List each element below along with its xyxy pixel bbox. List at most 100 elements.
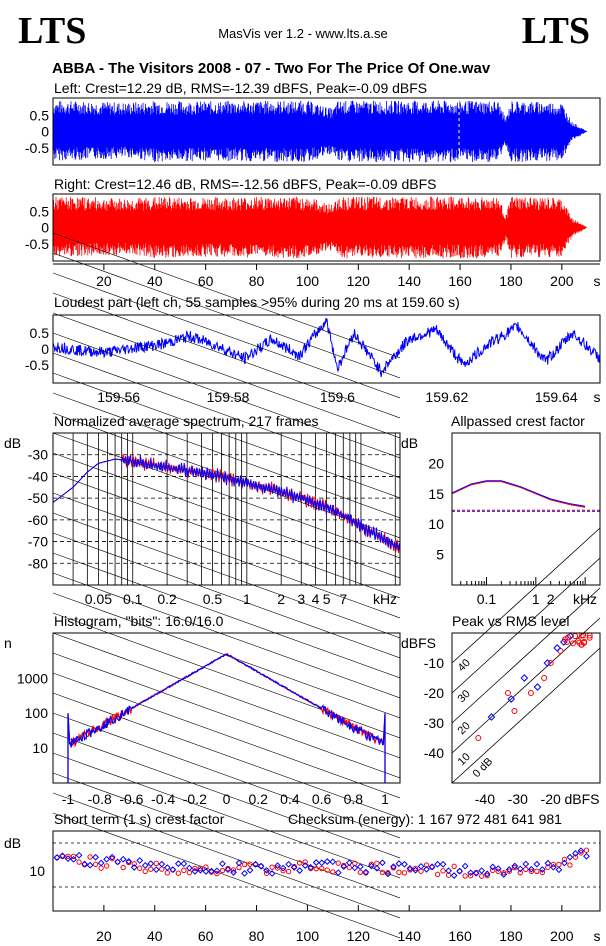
peak-rms-ytick: -30 xyxy=(424,715,444,731)
peak-rms-diag-label: 0 dB xyxy=(471,756,495,780)
waveform-xtick-label: 120 xyxy=(347,273,371,289)
spectrum-diagonal xyxy=(52,592,401,719)
spectrum-diagonal xyxy=(52,452,401,579)
short-crest-point-left xyxy=(252,860,259,868)
peak-rms-point-left xyxy=(566,632,575,640)
spectrum-diagonal xyxy=(52,352,401,479)
short-crest-point-right xyxy=(523,866,529,873)
logo-left: LTS xyxy=(18,10,87,52)
short-crest-point-right xyxy=(70,853,77,860)
spectrum-ytick: -40 xyxy=(28,468,48,484)
short-crest-point-left xyxy=(583,852,590,860)
histogram-label: Histogram, "bits": 16.0/16.0 xyxy=(54,613,224,629)
peak-rms-point-right xyxy=(569,640,576,647)
short-crest-point-left xyxy=(86,861,94,869)
checksum-label: Checksum (energy): 1 167 972 481 641 981 xyxy=(288,811,562,827)
short-crest-point-right xyxy=(241,861,248,868)
short-crest-ytick: 10 xyxy=(29,863,45,879)
peak-rms-diagonal xyxy=(451,587,601,724)
peak-rms-point-left xyxy=(543,659,552,667)
short-crest-point-left xyxy=(141,861,149,869)
short-crest-point-right xyxy=(280,867,286,874)
short-crest-point-left xyxy=(489,863,497,871)
peak-rms-diagonal xyxy=(451,557,601,694)
crest-frame xyxy=(451,432,601,586)
spectrum-xtick-label: 1 xyxy=(243,591,251,607)
waveform-xtick-label: 60 xyxy=(198,273,214,289)
short-crest-point-left xyxy=(263,866,270,874)
peak-rms-point-right xyxy=(576,639,583,646)
peak-rms-ytick: -40 xyxy=(424,745,444,761)
spectrum-diagonal xyxy=(52,492,401,619)
crest-xtick-label: kHz xyxy=(573,591,597,607)
short-crest-yunit: dB xyxy=(4,835,21,851)
spectrum-xtick-label: 4 xyxy=(312,591,320,607)
short-crest-point-right xyxy=(192,865,198,872)
short-crest-point-left xyxy=(224,866,232,873)
spectrum-diagonal xyxy=(52,652,401,779)
allpassed-crest-label: Allpassed crest factor xyxy=(451,413,585,429)
short-crest-point-left xyxy=(566,853,574,861)
short-crest-point-left xyxy=(130,864,138,871)
short-crest-point-left xyxy=(185,864,193,872)
loudest-ytick: -0.5 xyxy=(25,357,49,373)
spectrum-diagonal xyxy=(52,512,401,639)
peak-rms-point-right xyxy=(527,690,534,696)
short-crest-xtick-label: 20 xyxy=(96,928,112,944)
peak-rms-xtick-label: -20 xyxy=(541,791,561,807)
short-crest-point-right xyxy=(467,872,474,879)
short-crest-point-right xyxy=(539,869,546,876)
short-crest-point-right xyxy=(368,861,375,868)
short-crest-point-left xyxy=(478,867,486,875)
short-crest-point-left xyxy=(549,863,557,871)
loudest-xtick-label: s xyxy=(594,389,601,405)
peak-rms-diag-label: 40 xyxy=(456,657,473,674)
waveform-left-frame xyxy=(52,97,601,166)
short-crest-point-left xyxy=(219,860,226,868)
spectrum-diagonal xyxy=(52,312,401,439)
short-crest-point-left xyxy=(505,866,513,873)
short-crest-point-left xyxy=(114,858,122,866)
short-crest-point-right xyxy=(219,867,226,874)
loudest-line xyxy=(52,317,601,377)
short-crest-point-left xyxy=(208,867,215,875)
short-crest-xtick-label: 180 xyxy=(499,928,523,944)
peak-rms-label: Peak vs RMS level xyxy=(452,613,570,629)
crest-grid xyxy=(460,577,586,585)
short-crest-point-left xyxy=(241,869,248,877)
spectrum-diagonal xyxy=(52,332,401,459)
short-crest-point-right xyxy=(583,847,590,853)
short-crest-point-left xyxy=(163,864,171,872)
spectrum-ytick: -50 xyxy=(28,490,48,506)
short-crest-point-left xyxy=(527,865,535,873)
short-crest-point-right xyxy=(451,863,457,870)
peak-rms-point-left xyxy=(533,683,542,691)
short-crest-point-right xyxy=(512,865,518,871)
short-crest-xtick-label: 140 xyxy=(398,928,422,944)
short-crest-point-right xyxy=(103,863,110,869)
short-crest-point-right xyxy=(341,862,347,869)
short-crest-point-left xyxy=(356,863,364,871)
histogram-xtick-label: 0.4 xyxy=(280,791,300,807)
peak-rms-point-right xyxy=(511,708,518,714)
short-crest-point-right xyxy=(396,869,402,876)
crest-xtick-label: 1 xyxy=(532,591,540,607)
waveform-right-frame xyxy=(52,193,601,262)
short-crest-point-right xyxy=(296,860,303,866)
peak-rms-point-right xyxy=(572,633,579,640)
short-crest-point-left xyxy=(511,862,519,870)
spectrum-xtick-label: 0.1 xyxy=(123,591,143,607)
short-crest-point-right xyxy=(357,869,364,875)
short-crest-point-left xyxy=(323,858,331,865)
short-crest-point-right xyxy=(87,854,93,860)
short-crest-point-right xyxy=(269,864,275,870)
short-crest-point-left xyxy=(472,869,480,877)
waveform-xtick-label: 20 xyxy=(96,273,112,289)
crest-ytick: 5 xyxy=(436,547,444,563)
spectrum-xtick-label: 0.5 xyxy=(203,591,223,607)
histogram-ytick: 10 xyxy=(32,740,48,756)
short-crest-point-left xyxy=(483,870,491,878)
short-crest-point-left xyxy=(401,860,408,868)
spectrum-xtick-label: 3 xyxy=(297,591,305,607)
short-crest-point-right xyxy=(159,866,165,872)
